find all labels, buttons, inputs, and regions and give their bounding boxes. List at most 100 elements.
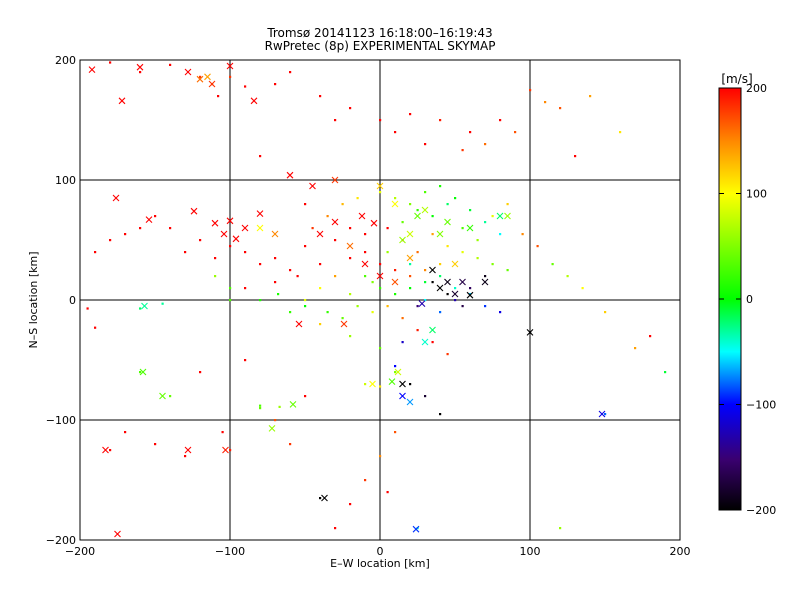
cross-marker [112,194,120,202]
data-point [559,107,562,110]
data-point [476,257,479,260]
cross-marker [222,446,229,454]
data-point [154,443,157,446]
data-point [424,191,427,194]
y-tick-label: 0 [69,294,76,307]
data-point [604,311,607,314]
data-point [446,245,449,248]
cross-marker [340,320,348,328]
data-point [304,203,307,206]
data-point [446,203,449,206]
x-tick-label: 0 [377,545,384,558]
data-point [259,299,262,302]
data-point [574,155,577,158]
cross-marker [321,494,328,502]
data-point [319,287,322,290]
cross-marker [444,278,451,286]
data-point [499,311,502,314]
cross-marker [256,224,264,232]
data-point [364,233,367,236]
cross-marker [184,446,192,454]
cross-marker [190,207,198,215]
data-point [454,299,457,302]
data-point [409,203,412,206]
data-point [356,197,359,200]
cross-marker [114,530,121,538]
data-point [244,359,247,362]
data-point [184,455,187,458]
data-point [431,215,434,218]
cross-marker [496,212,504,220]
cross-marker [331,176,339,184]
data-point [439,185,442,188]
data-point [484,305,487,308]
data-point [349,227,352,230]
cross-marker [391,200,399,208]
cross-marker [268,425,276,432]
cross-marker [159,392,166,400]
cross-marker [208,80,216,88]
data-point [349,293,352,296]
data-point [304,245,307,248]
data-point [446,293,449,296]
cross-marker [250,97,258,105]
cross-marker [391,278,399,286]
colorbar-tick-label: 0 [746,293,753,306]
data-point [274,281,277,284]
data-point [461,149,464,152]
data-point [506,203,509,206]
data-point [259,407,262,410]
data-point [619,131,622,134]
data-point [169,227,172,230]
cross-marker [451,290,459,298]
data-point [394,293,397,296]
colorbar-tick-label: 100 [746,188,767,201]
cross-marker [421,338,429,346]
data-point [304,305,307,308]
data-point [349,503,352,506]
data-point [484,275,487,278]
cross-marker [399,380,406,388]
data-point [394,131,397,134]
data-point [229,287,232,290]
cross-marker [196,75,204,83]
data-point [439,263,442,266]
data-point [278,405,281,408]
x-tick-label: 200 [670,545,691,558]
data-point [289,311,292,314]
cross-marker [331,218,339,226]
data-point [139,371,142,374]
data-point [386,251,389,254]
data-point [364,251,367,254]
data-point [439,275,442,278]
cross-marker [370,219,378,227]
y-tick-label: −200 [46,534,76,547]
data-point [221,431,224,434]
data-point [304,299,307,302]
cross-marker [376,182,384,190]
data-point [364,383,367,386]
data-point [169,395,172,398]
cross-marker [399,392,406,400]
cross-marker [406,398,414,406]
data-point [161,302,164,305]
data-point [379,455,382,458]
data-point [349,257,352,260]
data-point [244,287,247,290]
y-tick-label: −100 [46,414,76,427]
data-point [319,95,322,98]
data-point [304,395,307,398]
cross-marker [481,278,489,286]
data-point [559,527,562,530]
cross-marker [406,254,414,262]
data-point [469,131,472,134]
data-point [371,281,374,284]
cross-marker [436,284,444,292]
cross-marker [295,320,303,328]
data-point [319,323,322,326]
cross-marker [118,97,126,105]
data-point [416,329,419,332]
data-point [274,419,277,422]
cross-marker [102,446,109,454]
data-point [364,275,367,278]
